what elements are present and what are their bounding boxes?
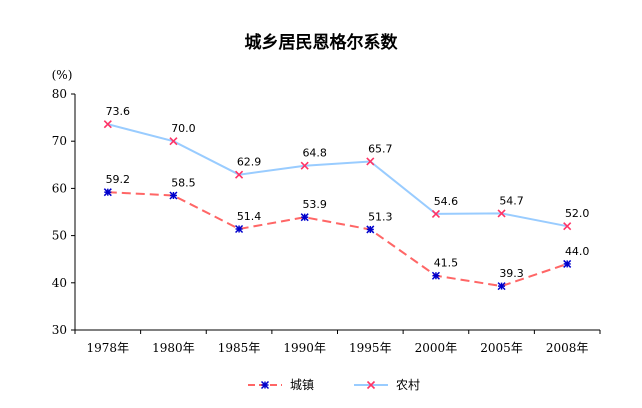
- y-tick-label: 80: [52, 87, 67, 101]
- data-point: [563, 259, 572, 268]
- series-line-urban: [107, 191, 568, 288]
- data-label: 53.9: [302, 198, 327, 211]
- data-point: [366, 157, 375, 166]
- x-tick-label: 1990年: [283, 341, 326, 355]
- data-point: [169, 191, 178, 200]
- x-tick-label: 2000年: [415, 341, 458, 355]
- data-point: [366, 225, 375, 234]
- data-point: [103, 188, 112, 197]
- data-labels: 59.2 58.5 51.4 53.9 51.3 41.5 39.3 44.0 73.6 70.0…: [106, 105, 590, 280]
- data-label: 59.2: [106, 173, 131, 186]
- marker-stroke: [431, 209, 441, 218]
- data-label: 41.5: [434, 257, 459, 270]
- data-point: [563, 222, 572, 231]
- x-tick-label: 1978年: [87, 341, 130, 355]
- data-label: 73.6: [106, 105, 131, 118]
- data-point: [169, 137, 178, 146]
- data-label: 62.9: [237, 156, 262, 169]
- data-label: 39.3: [499, 267, 524, 280]
- data-point: [300, 161, 309, 170]
- data-label: 70.0: [171, 122, 196, 135]
- marker-stroke: [366, 380, 376, 390]
- data-point: [431, 209, 441, 218]
- data-point: [497, 282, 506, 291]
- marker-stroke: [563, 222, 572, 231]
- x-tick-label: 2008年: [546, 341, 589, 355]
- data-label: 65.7: [368, 142, 393, 155]
- data-label: 51.3: [368, 210, 393, 223]
- data-label: 54.7: [499, 194, 524, 207]
- marker-stroke: [300, 161, 309, 170]
- x-tick-label: 1995年: [349, 341, 392, 355]
- legend-marker: [260, 380, 270, 390]
- x-tick-label: 1985年: [218, 341, 261, 355]
- data-label: 64.8: [302, 147, 327, 160]
- axes: 30 40 50 60 70 80 1978年 1980年 1985年 1990年 1995年 200…: [52, 87, 601, 355]
- legend-label: 城镇: [290, 378, 314, 392]
- marker-stroke: [169, 137, 178, 146]
- data-point: [234, 170, 244, 179]
- series-layer: [103, 120, 572, 291]
- legend: 城镇 农村: [248, 378, 420, 392]
- data-point: [431, 271, 440, 280]
- y-axis-unit-label: (%): [52, 68, 73, 82]
- marker-stroke: [497, 209, 506, 218]
- y-tick-label: 30: [52, 323, 67, 337]
- legend-marker: [366, 380, 376, 390]
- x-tick-label: 2005年: [480, 341, 523, 355]
- marker-stroke: [366, 157, 375, 166]
- data-point: [235, 224, 244, 234]
- data-label: 58.5: [171, 176, 196, 189]
- marker-stroke: [234, 170, 244, 179]
- legend-label: 农村: [396, 378, 420, 392]
- data-label: 52.0: [565, 207, 590, 220]
- marker-stroke: [103, 120, 112, 129]
- chart-title: 城乡居民恩格尔系数: [245, 32, 399, 53]
- series-line-rural: [107, 123, 568, 228]
- y-tick-label: 70: [52, 134, 67, 148]
- y-tick-label: 40: [52, 276, 67, 290]
- data-label: 44.0: [565, 245, 590, 258]
- data-point: [497, 209, 506, 218]
- y-tick-label: 60: [52, 181, 67, 195]
- data-label: 51.4: [237, 210, 262, 223]
- x-tick-label: 1980年: [152, 341, 195, 355]
- y-tick-label: 50: [52, 229, 67, 243]
- data-point: [103, 120, 112, 129]
- data-point: [300, 213, 309, 222]
- data-label: 54.6: [434, 195, 459, 208]
